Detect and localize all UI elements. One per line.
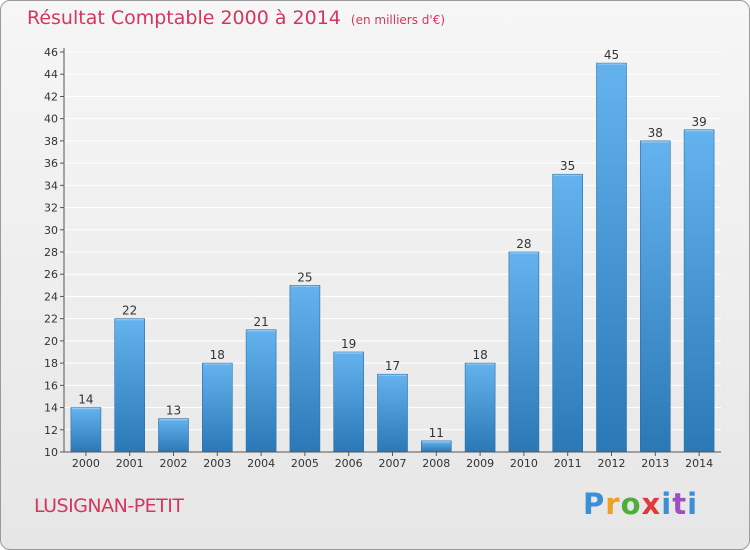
y-tick-label: 44 xyxy=(44,68,58,81)
logo-letter: x xyxy=(641,487,662,521)
bar xyxy=(289,285,321,453)
logo-letter: t xyxy=(672,487,688,521)
x-tick-label: 2002 xyxy=(160,457,188,470)
data-label: 18 xyxy=(210,348,225,362)
y-tick-label: 30 xyxy=(44,224,58,237)
bar xyxy=(552,173,584,453)
y-tick-label: 14 xyxy=(44,402,58,415)
logo-letter: i xyxy=(661,487,673,521)
bar xyxy=(202,362,233,453)
x-tick-label: 2001 xyxy=(116,457,144,470)
logo-letter: o xyxy=(620,487,642,521)
x-tick-label: 2006 xyxy=(335,457,363,470)
x-tick-label: 2000 xyxy=(72,457,100,470)
y-tick-label: 24 xyxy=(44,290,58,303)
y-tick-label: 22 xyxy=(44,313,58,326)
x-tick-label: 2011 xyxy=(554,457,582,470)
y-tick-label: 32 xyxy=(44,202,58,215)
logo-letter: P xyxy=(583,487,606,521)
data-label: 18 xyxy=(472,348,487,362)
y-tick-label: 20 xyxy=(44,335,58,348)
bar xyxy=(683,129,715,453)
bar xyxy=(639,140,671,453)
x-tick-label: 2012 xyxy=(598,457,626,470)
data-labels: 14 22 13 18 21 25 19 17 11 18 28 35 45 38 39 xyxy=(78,48,706,440)
x-tick-label: 2014 xyxy=(685,457,713,470)
data-label: 28 xyxy=(516,237,531,251)
bar xyxy=(377,373,408,453)
x-tick-label: 2010 xyxy=(510,457,538,470)
y-tick-label: 38 xyxy=(44,135,58,148)
bar xyxy=(508,251,540,453)
bars xyxy=(70,62,715,453)
data-label: 45 xyxy=(604,48,619,62)
y-tick-label: 18 xyxy=(44,357,58,370)
x-tick-label: 2013 xyxy=(641,457,669,470)
data-label: 21 xyxy=(253,315,268,329)
proxiti-logo: Proxiti xyxy=(583,487,698,521)
bar xyxy=(158,418,189,453)
bar xyxy=(245,329,277,453)
bar xyxy=(333,351,365,453)
x-tick-label: 2004 xyxy=(247,457,275,470)
y-tick-label: 26 xyxy=(44,268,58,281)
data-label: 13 xyxy=(166,404,181,418)
data-label: 39 xyxy=(691,115,706,129)
bar xyxy=(70,407,102,453)
y-tick-label: 46 xyxy=(44,46,58,59)
bar xyxy=(464,362,496,453)
y-tick-label: 16 xyxy=(44,379,58,392)
y-tick-label: 36 xyxy=(44,157,58,170)
commune-name: LUSIGNAN-PETIT xyxy=(34,495,184,517)
x-tick-label: 2008 xyxy=(422,457,450,470)
data-label: 17 xyxy=(385,359,400,373)
data-label: 38 xyxy=(648,126,663,140)
chart-subtitle: (en milliers d'€) xyxy=(350,13,446,27)
bar xyxy=(596,62,627,453)
y-tick-label: 12 xyxy=(44,424,58,437)
data-label: 19 xyxy=(341,337,356,351)
data-label: 14 xyxy=(78,393,93,407)
data-label: 11 xyxy=(429,426,444,440)
title-text: Résultat Comptable 2000 à 2014 xyxy=(27,7,341,29)
y-tick-label: 10 xyxy=(44,446,58,459)
logo-letter: i xyxy=(687,487,699,521)
y-tick-label: 42 xyxy=(44,90,58,103)
chart-title: Résultat Comptable 2000 à 2014 (en millie… xyxy=(27,7,445,29)
logo-letter: r xyxy=(605,487,621,521)
x-axis-ticks: 2000 2001 2002 2003 2004 2005 2006 2007 2008 2009… xyxy=(72,452,713,470)
data-label: 35 xyxy=(560,159,575,173)
y-tick-label: 34 xyxy=(44,179,58,192)
y-tick-label: 28 xyxy=(44,246,58,259)
x-tick-label: 2005 xyxy=(291,457,319,470)
bar xyxy=(114,318,145,453)
x-tick-label: 2009 xyxy=(466,457,494,470)
data-label: 25 xyxy=(297,270,312,284)
x-tick-label: 2003 xyxy=(203,457,231,470)
y-axis-ticks: 10 12 14 16 18 20 22 24 26 28 30 32 34 36 38 40 42 44 46 xyxy=(44,46,64,459)
data-label: 22 xyxy=(122,304,137,318)
x-tick-label: 2007 xyxy=(379,457,407,470)
y-tick-label: 40 xyxy=(44,113,58,126)
